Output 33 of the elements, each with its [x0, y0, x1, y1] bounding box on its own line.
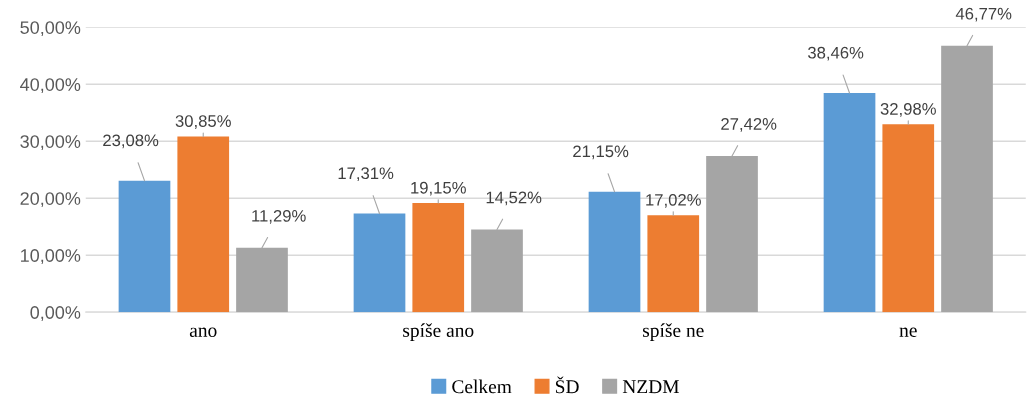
- x-tick-label: ano: [189, 327, 217, 337]
- y-tick-label: 10,00%: [21, 249, 81, 265]
- bar: [412, 203, 465, 313]
- data-label: 46,77%: [955, 7, 1012, 22]
- x-tick-label: spíše ne: [643, 323, 704, 341]
- bar: [882, 124, 935, 313]
- bar: [118, 180, 171, 313]
- data-label: 23,08%: [103, 134, 159, 149]
- data-label: 27,42%: [721, 118, 777, 132]
- x-tick-label: ne: [899, 327, 917, 337]
- legend-label: ŠD: [555, 376, 579, 394]
- data-label: 14,52%: [486, 191, 542, 206]
- bar: [177, 136, 230, 313]
- bar: [588, 191, 641, 313]
- x-tick-label: spíše ano: [403, 323, 474, 341]
- y-tick-label: 50,00%: [20, 21, 81, 37]
- data-label: 19,15%: [411, 181, 466, 196]
- data-label: 38,46%: [808, 46, 864, 61]
- legend-label: NZDM: [622, 380, 679, 394]
- bar: [823, 93, 876, 313]
- data-label: 32,98%: [880, 103, 936, 117]
- bar: [647, 215, 700, 313]
- y-tick-label: 20,00%: [20, 192, 81, 208]
- data-label: 17,02%: [646, 193, 701, 208]
- data-label: 30,85%: [175, 115, 231, 129]
- bar: [353, 213, 406, 313]
- y-tick-label: 40,00%: [20, 78, 81, 94]
- legend-label: Celkem: [452, 379, 512, 394]
- y-tick-label: 0,00%: [30, 306, 81, 322]
- data-label: 17,31%: [338, 167, 394, 182]
- data-label: 11,29%: [252, 209, 306, 224]
- data-label: 21,15%: [573, 145, 629, 160]
- y-tick-label: 30,00%: [20, 135, 81, 151]
